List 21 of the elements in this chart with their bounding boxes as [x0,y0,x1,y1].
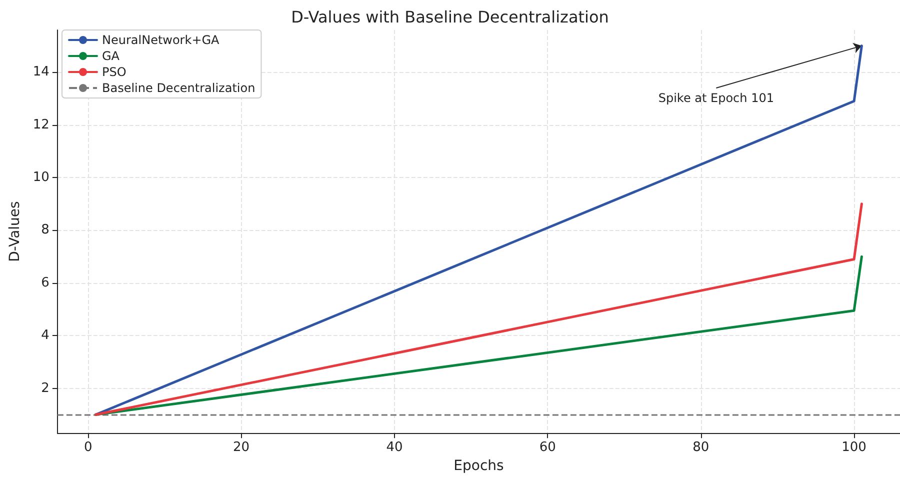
y-tick-label: 14 [32,64,50,80]
y-tick-label: 8 [41,222,50,238]
x-tick-label: 100 [842,440,866,456]
legend-label: Baseline Decentralization [102,81,256,95]
legend-label: GA [102,49,120,63]
y-axis-title: D-Values [7,201,23,262]
legend-label: NeuralNetwork+GA [102,33,220,47]
y-tick-label: 6 [41,275,50,290]
y-tick-label: 4 [41,328,50,344]
legend-label: PSO [102,65,126,79]
annotation: Spike at Epoch 101 [658,90,774,105]
x-axis-title: Epochs [454,458,504,474]
y-tick-label: 2 [41,380,50,396]
chart-title: D-Values with Baseline Decentralization [291,8,609,26]
y-tick-label: 12 [32,117,50,132]
x-tick-label: 0 [84,440,92,456]
x-tick-label: 60 [539,440,556,456]
x-tick-label: 20 [233,440,250,456]
x-tick-label: 40 [386,440,403,456]
y-tick-label: 10 [32,170,50,186]
x-tick-label: 80 [692,440,710,456]
